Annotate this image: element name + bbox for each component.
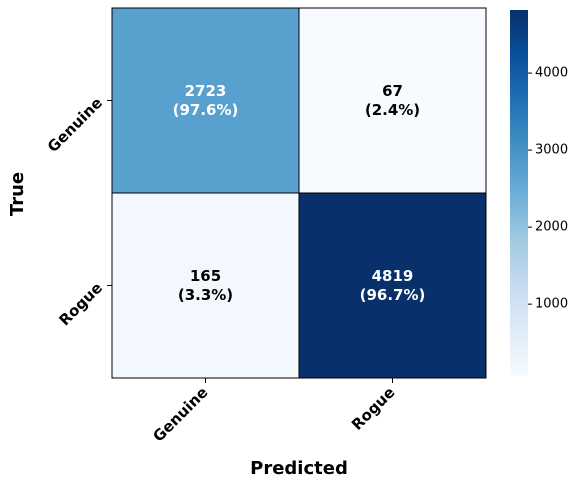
- colorbar-tick-label: 2000: [535, 220, 568, 235]
- colorbar-tick-label: 1000: [535, 297, 568, 312]
- x-tick-label: Genuine: [149, 383, 211, 445]
- cell-label: 165 (3.3%): [177, 266, 234, 304]
- heatmap-cell: [111, 192, 300, 379]
- heatmap-cell: [298, 192, 487, 379]
- heatmap-cell: [111, 7, 300, 194]
- cell-label: 67 (2.4%): [364, 81, 421, 119]
- heatmap-cell: [298, 7, 487, 194]
- cell-label: 2723 (97.6%): [172, 81, 239, 119]
- x-axis-title: Predicted: [250, 458, 348, 479]
- y-axis-title: True: [7, 172, 28, 216]
- y-tick-label: Rogue: [55, 279, 106, 330]
- colorbar-tick-label: 3000: [535, 143, 568, 158]
- cell-label: 4819 (96.7%): [359, 266, 426, 304]
- x-tick-label: Rogue: [348, 383, 399, 434]
- colorbar-tick-label: 4000: [535, 66, 568, 81]
- y-tick-label: Genuine: [44, 94, 106, 156]
- colorbar: [510, 10, 528, 376]
